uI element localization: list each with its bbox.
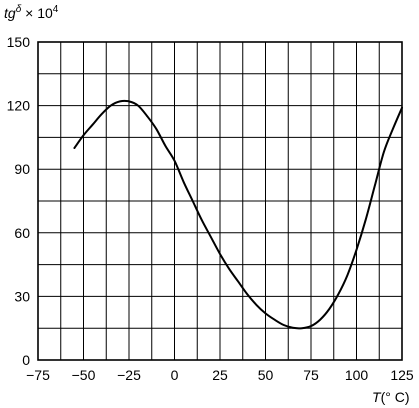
y-axis-title: tgδ × 104: [4, 4, 59, 21]
y-tick-labels: 0 30 60 90 120 150: [7, 34, 31, 368]
x-tick-label: −75: [26, 367, 50, 383]
x-tick-label: 100: [345, 367, 369, 383]
x-tick-label: −50: [72, 367, 96, 383]
x-tick-label: 0: [171, 367, 179, 383]
data-line: [73, 99, 403, 330]
y-tick-label: 60: [14, 225, 30, 241]
y-tick-label: 30: [14, 288, 30, 304]
x-axis-title: T(° C): [372, 389, 410, 405]
plot-frame: [37, 41, 403, 361]
y-tick-label: 150: [7, 34, 31, 50]
gridlines: [38, 42, 402, 360]
y-tick-label: 120: [7, 98, 31, 114]
x-tick-label: −25: [117, 367, 141, 383]
x-tick-label: 75: [303, 367, 319, 383]
x-tick-label: 125: [390, 367, 414, 383]
x-tick-labels: −75 −50 −25 0 25 50 75 100 125: [26, 367, 414, 383]
x-tick-label: 25: [212, 367, 228, 383]
y-tick-label: 90: [14, 161, 30, 177]
y-tick-label: 0: [22, 352, 30, 368]
x-tick-label: 50: [258, 367, 274, 383]
